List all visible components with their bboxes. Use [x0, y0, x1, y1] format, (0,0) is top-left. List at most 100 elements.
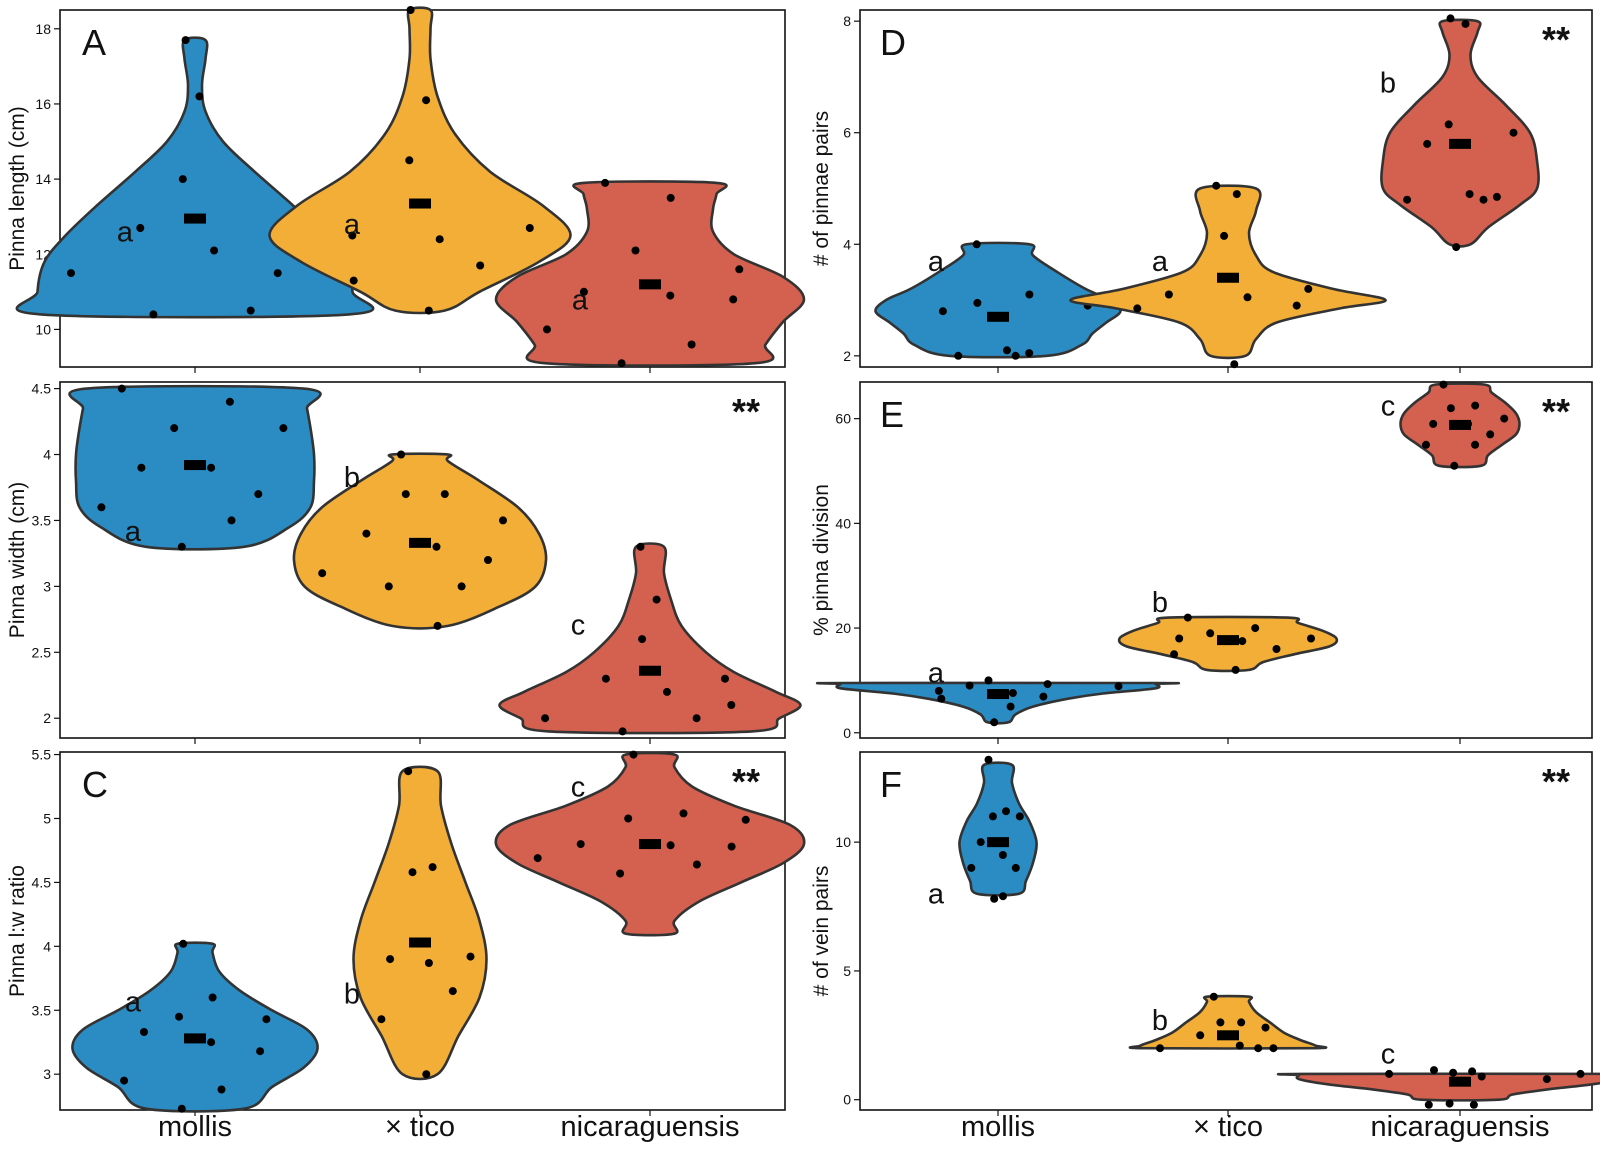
data-point: [348, 231, 357, 240]
data-point: [1500, 414, 1509, 423]
data-point: [246, 306, 255, 315]
data-point: [1468, 1067, 1477, 1076]
data-point: [1461, 19, 1470, 28]
group-letter: a: [928, 879, 945, 911]
data-point: [1003, 346, 1011, 355]
y-tick-label: 3.5: [32, 1002, 52, 1018]
data-point: [1272, 645, 1281, 653]
data-point: [1235, 1041, 1244, 1050]
mean-marker: [987, 837, 1009, 848]
data-point: [601, 674, 610, 683]
data-point: [408, 868, 417, 877]
group-letter: a: [1152, 246, 1169, 278]
panel-f: 0 5 10# of vein pairs F ** a b c mollis × tico nic…: [810, 751, 1600, 1143]
mean-marker: [987, 689, 1009, 700]
panel-frame: [859, 9, 1593, 368]
data-point: [1025, 349, 1034, 358]
data-point: [149, 310, 158, 319]
violin-shape: [816, 681, 1180, 725]
panel-frame: [59, 381, 786, 739]
data-point: [727, 842, 736, 851]
data-point: [440, 490, 449, 499]
data-point: [663, 687, 671, 696]
data-point: [1216, 1018, 1225, 1027]
panel-letter: A: [82, 22, 106, 63]
data-point: [666, 841, 675, 850]
data-point: [984, 755, 993, 764]
violin-shape: [1276, 1072, 1600, 1102]
group-letter: a: [125, 986, 142, 1018]
group-letter: c: [1381, 391, 1396, 423]
data-point: [256, 1047, 265, 1056]
y-tick-label: 4: [43, 938, 51, 954]
data-point: [1446, 14, 1455, 23]
data-point: [177, 1104, 186, 1113]
data-point: [1477, 1072, 1486, 1081]
y-axis-label: # of pinnae pairs: [810, 111, 833, 266]
data-point: [687, 340, 696, 349]
data-point: [1471, 401, 1480, 410]
data-point: [692, 714, 701, 723]
data-point: [1449, 1068, 1458, 1077]
y-tick-label: 4: [843, 236, 851, 252]
y-tick-label: 5: [43, 810, 51, 826]
data-point: [990, 894, 999, 903]
data-point: [638, 635, 647, 644]
data-point: [386, 955, 395, 964]
mean-marker: [184, 213, 206, 224]
data-point: [476, 261, 485, 270]
mean-marker: [639, 839, 661, 850]
data-point: [1444, 120, 1453, 129]
data-point: [741, 815, 750, 824]
violin-group: a: [15, 36, 375, 319]
data-point: [990, 718, 999, 727]
group-letter: b: [1152, 1005, 1168, 1037]
y-tick-label: 4: [43, 447, 51, 463]
data-point: [616, 869, 625, 878]
y-axis-label: Pinna width (cm): [6, 482, 29, 638]
y-axis-label: # of vein pairs: [810, 866, 833, 997]
data-point: [1465, 190, 1474, 199]
data-point: [273, 269, 282, 278]
violin-group: b: [344, 765, 488, 1081]
violin-shape: [71, 941, 319, 1113]
violin-group: c: [494, 750, 806, 937]
violin-group: a: [1069, 181, 1387, 369]
panel-letter: E: [880, 394, 904, 435]
data-point: [727, 701, 736, 709]
violin-group: b: [1128, 992, 1328, 1053]
y-tick-label: 18: [35, 21, 51, 37]
violin-group: b: [292, 450, 548, 630]
data-point: [937, 694, 946, 703]
data-point: [484, 556, 492, 564]
group-letter: b: [344, 979, 360, 1011]
data-point: [1429, 419, 1438, 428]
group-letter: a: [125, 516, 142, 548]
y-tick-label: 40: [835, 515, 851, 531]
data-point: [938, 307, 947, 316]
data-point: [210, 246, 219, 255]
data-point: [175, 1012, 183, 1021]
data-point: [405, 156, 414, 165]
data-point: [543, 325, 551, 334]
data-point: [1231, 665, 1240, 674]
data-point: [1424, 1100, 1433, 1109]
violin-group: a: [494, 178, 806, 368]
data-point: [1261, 1023, 1270, 1032]
data-point: [1509, 128, 1518, 137]
data-point: [424, 306, 433, 315]
panel-frame: [859, 381, 1593, 739]
data-point: [1209, 992, 1218, 1001]
data-point: [631, 246, 640, 255]
data-point: [1164, 290, 1173, 299]
y-tick-label: 16: [35, 96, 51, 112]
data-point: [1206, 629, 1215, 638]
panel-frame: [859, 751, 1593, 1111]
data-point: [1269, 1044, 1278, 1053]
group-letter: a: [344, 209, 361, 241]
data-point: [432, 542, 441, 551]
mean-marker: [184, 1033, 206, 1044]
data-point: [217, 1085, 226, 1094]
panel-d: 2 4 6 8 # of pinnae pairs D ** a a b: [810, 9, 1593, 373]
